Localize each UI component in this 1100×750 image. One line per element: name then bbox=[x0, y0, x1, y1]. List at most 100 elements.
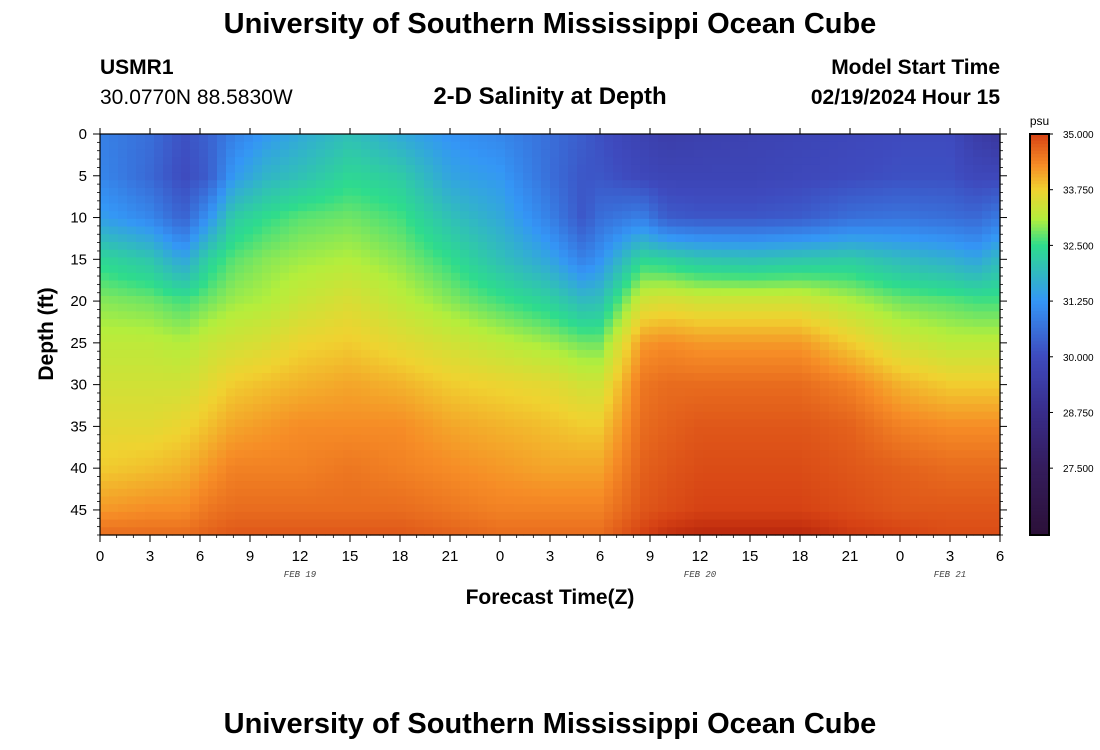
heatmap-cell bbox=[946, 457, 956, 467]
heatmap-cell bbox=[532, 457, 542, 467]
heatmap-cell bbox=[514, 380, 524, 390]
heatmap-cell bbox=[271, 411, 281, 420]
heatmap-cell bbox=[496, 411, 506, 420]
heatmap-cell bbox=[406, 180, 416, 189]
heatmap-cell bbox=[631, 257, 641, 266]
heatmap-cell bbox=[469, 496, 479, 505]
heatmap-cell bbox=[928, 488, 938, 498]
heatmap-cell bbox=[343, 211, 353, 220]
heatmap-cell bbox=[163, 203, 173, 212]
heatmap-cell bbox=[397, 172, 407, 181]
heatmap-cell bbox=[892, 211, 902, 220]
heatmap-cell bbox=[640, 511, 650, 521]
heatmap-cell bbox=[352, 149, 362, 158]
heatmap-cell bbox=[460, 195, 470, 204]
heatmap-cell bbox=[127, 241, 137, 251]
heatmap-cell bbox=[118, 134, 128, 143]
heatmap-cell bbox=[838, 450, 848, 459]
heatmap-cell bbox=[415, 249, 425, 258]
heatmap-cell bbox=[352, 442, 362, 451]
heatmap-cell bbox=[883, 134, 893, 143]
heatmap-cell bbox=[793, 403, 803, 413]
heatmap-cell bbox=[586, 342, 596, 351]
heatmap-cell bbox=[649, 519, 659, 528]
heatmap-cell bbox=[253, 319, 263, 328]
heatmap-cell bbox=[703, 326, 713, 336]
heatmap-cell bbox=[892, 342, 902, 351]
heatmap-cell bbox=[496, 396, 506, 405]
heatmap-cell bbox=[469, 172, 479, 181]
heatmap-cell bbox=[568, 334, 578, 343]
heatmap-cell bbox=[910, 334, 920, 343]
heatmap-cell bbox=[937, 187, 947, 197]
heatmap-cell bbox=[199, 134, 209, 143]
heatmap-cell bbox=[505, 380, 515, 390]
heatmap-cell bbox=[577, 303, 587, 312]
heatmap-cell bbox=[613, 496, 623, 505]
heatmap-cell bbox=[865, 419, 875, 428]
heatmap-cell bbox=[433, 488, 443, 498]
heatmap-cell bbox=[928, 280, 938, 289]
heatmap-cell bbox=[739, 319, 749, 328]
heatmap-cell bbox=[919, 203, 929, 212]
heatmap-cell bbox=[100, 481, 110, 490]
heatmap-cell bbox=[649, 326, 659, 336]
heatmap-cell bbox=[280, 334, 290, 343]
heatmap-cell bbox=[694, 303, 704, 312]
heatmap-cell bbox=[496, 357, 506, 366]
heatmap-cell bbox=[478, 257, 488, 266]
heatmap-cell bbox=[352, 465, 362, 474]
heatmap-cell bbox=[496, 303, 506, 312]
heatmap-cell bbox=[856, 203, 866, 212]
heatmap-cell bbox=[316, 311, 326, 320]
heatmap-cell bbox=[703, 403, 713, 413]
heatmap-cell bbox=[667, 149, 677, 158]
heatmap-cell bbox=[154, 519, 164, 528]
heatmap-cell bbox=[208, 303, 218, 312]
heatmap-cell bbox=[721, 488, 731, 498]
heatmap-cell bbox=[460, 473, 470, 482]
heatmap-cell bbox=[910, 203, 920, 212]
heatmap-cell bbox=[316, 465, 326, 474]
heatmap-cell bbox=[955, 403, 965, 413]
heatmap-cell bbox=[217, 342, 227, 351]
heatmap-cell bbox=[946, 234, 956, 243]
heatmap-cell bbox=[955, 511, 965, 521]
heatmap-cell bbox=[154, 357, 164, 366]
heatmap-cell bbox=[199, 149, 209, 158]
heatmap-cell bbox=[730, 388, 740, 397]
heatmap-cell bbox=[424, 403, 434, 413]
heatmap-cell bbox=[433, 272, 443, 282]
heatmap-cell bbox=[820, 365, 830, 374]
heatmap-cell bbox=[118, 141, 128, 151]
heatmap-cell bbox=[676, 180, 686, 189]
heatmap-cell bbox=[829, 218, 839, 228]
heatmap-cell bbox=[928, 187, 938, 197]
heatmap-cell bbox=[298, 326, 308, 336]
heatmap-cell bbox=[451, 280, 461, 289]
heatmap-cell bbox=[181, 272, 191, 282]
heatmap-cell bbox=[208, 226, 218, 235]
heatmap-cell bbox=[361, 357, 371, 366]
heatmap-cell bbox=[541, 218, 551, 228]
heatmap-cell bbox=[748, 211, 758, 220]
heatmap-cell bbox=[433, 365, 443, 374]
heatmap-cell bbox=[469, 288, 479, 297]
heatmap-cell bbox=[775, 427, 785, 436]
heatmap-cell bbox=[784, 295, 794, 305]
heatmap-cell bbox=[793, 434, 803, 444]
heatmap-cell bbox=[568, 380, 578, 390]
heatmap-cell bbox=[559, 319, 569, 328]
heatmap-cell bbox=[775, 149, 785, 158]
heatmap-cell bbox=[208, 357, 218, 366]
heatmap-cell bbox=[226, 450, 236, 459]
heatmap-cell bbox=[496, 403, 506, 413]
heatmap-cell bbox=[865, 164, 875, 174]
heatmap-cell bbox=[154, 211, 164, 220]
heatmap-cell bbox=[199, 342, 209, 351]
heatmap-cell bbox=[154, 465, 164, 474]
heatmap-cell bbox=[820, 311, 830, 320]
heatmap-cell bbox=[145, 326, 155, 336]
heatmap-cell bbox=[892, 511, 902, 521]
heatmap-cell bbox=[100, 141, 110, 151]
